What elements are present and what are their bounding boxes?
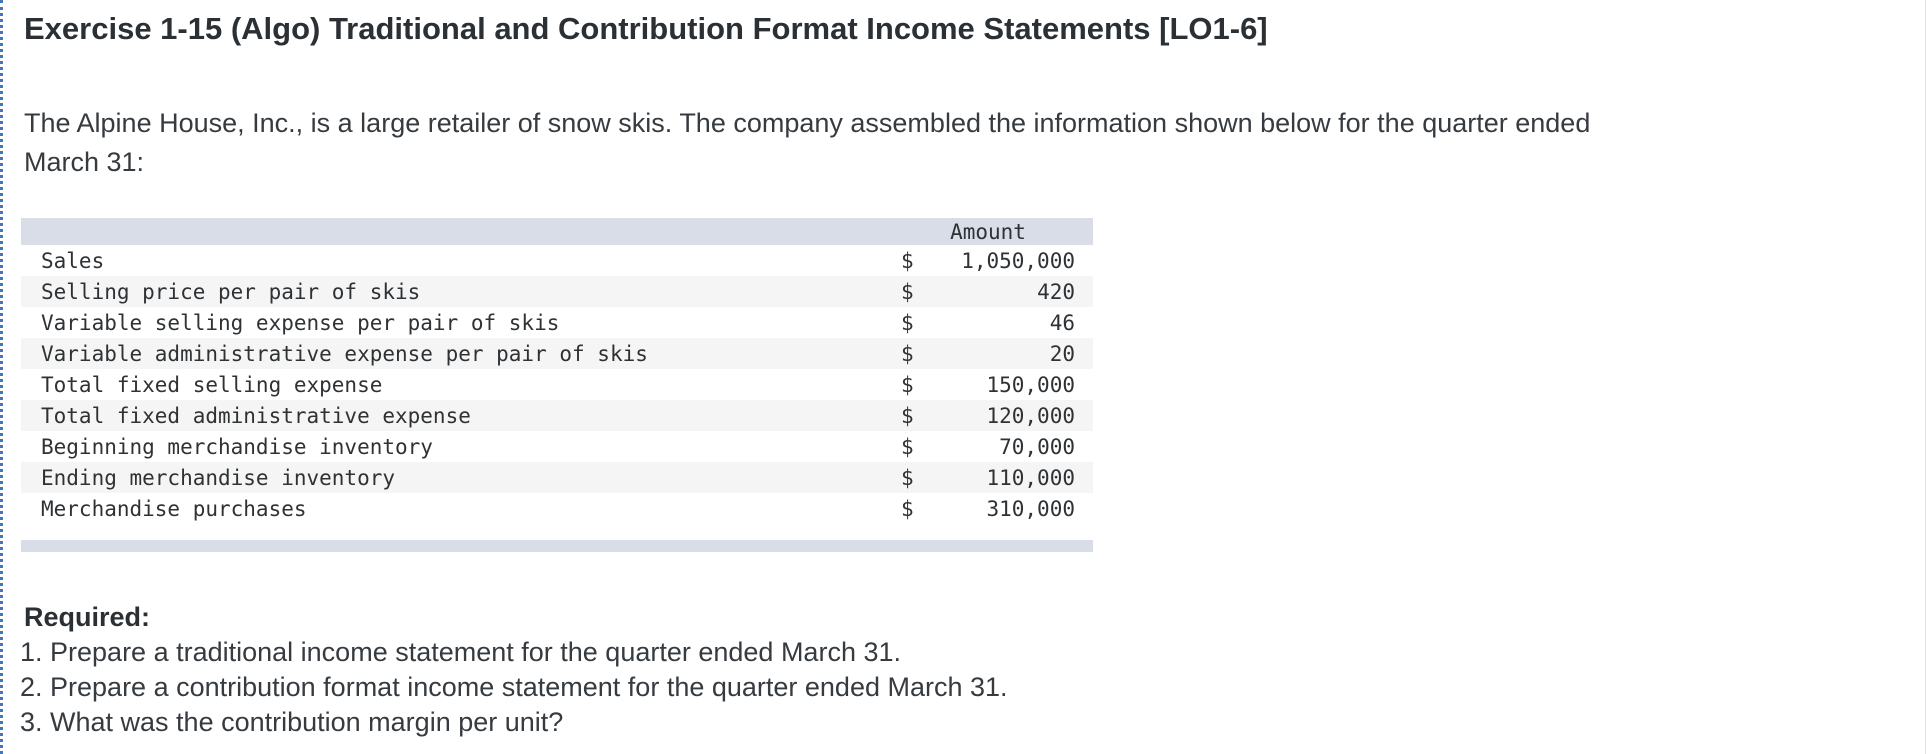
table-row: Beginning merchandise inventory $ 70,000 bbox=[21, 431, 1093, 462]
row-label: Total fixed selling expense bbox=[41, 372, 383, 397]
currency-symbol: $ bbox=[901, 496, 914, 521]
table-header-row: Amount bbox=[21, 218, 1093, 245]
table-row: Sales $ 1,050,000 bbox=[21, 245, 1093, 276]
row-amount: 1,050,000 bbox=[961, 248, 1075, 273]
required-item-2: 2. Prepare a contribution format income … bbox=[20, 672, 1008, 702]
row-label: Total fixed administrative expense bbox=[41, 403, 471, 428]
row-amount: 150,000 bbox=[986, 372, 1075, 397]
amounts-table: Amount Sales $ 1,050,000 Selling price p… bbox=[21, 218, 1093, 552]
currency-symbol: $ bbox=[901, 403, 914, 428]
row-amount-cell: $ 46 bbox=[883, 311, 1093, 335]
row-amount-cell: $ 1,050,000 bbox=[883, 249, 1093, 273]
currency-symbol: $ bbox=[901, 372, 914, 397]
row-amount: 46 bbox=[1049, 310, 1075, 335]
table-row: Total fixed administrative expense $ 120… bbox=[21, 400, 1093, 431]
table-row: Selling price per pair of skis $ 420 bbox=[21, 276, 1093, 307]
required-item-3: 3. What was the contribution margin per … bbox=[20, 707, 564, 737]
intro-line-1: The Alpine House, Inc., is a large retai… bbox=[24, 108, 1591, 138]
row-amount-cell: $ 120,000 bbox=[883, 404, 1093, 428]
currency-symbol: $ bbox=[901, 465, 914, 490]
table-row: Variable administrative expense per pair… bbox=[21, 338, 1093, 369]
required-list: 1. Prepare a traditional income statemen… bbox=[20, 635, 1925, 740]
row-label: Merchandise purchases bbox=[41, 496, 307, 521]
row-amount: 120,000 bbox=[986, 403, 1075, 428]
row-amount: 420 bbox=[1037, 279, 1075, 304]
row-label: Sales bbox=[41, 248, 105, 273]
exercise-intro: The Alpine House, Inc., is a large retai… bbox=[24, 104, 1925, 182]
row-amount-cell: $ 420 bbox=[883, 280, 1093, 304]
currency-symbol: $ bbox=[901, 341, 914, 366]
row-amount: 110,000 bbox=[986, 465, 1075, 490]
table-row: Merchandise purchases $ 310,000 bbox=[21, 493, 1093, 524]
row-amount-cell: $ 150,000 bbox=[883, 373, 1093, 397]
table-row: Total fixed selling expense $ 150,000 bbox=[21, 369, 1093, 400]
currency-symbol: $ bbox=[901, 248, 914, 273]
row-amount-cell: $ 310,000 bbox=[883, 497, 1093, 521]
row-label: Variable administrative expense per pair… bbox=[41, 341, 648, 366]
currency-symbol: $ bbox=[901, 279, 914, 304]
row-label: Variable selling expense per pair of ski… bbox=[41, 310, 560, 335]
intro-line-2: March 31: bbox=[24, 147, 145, 177]
row-amount-cell: $ 70,000 bbox=[883, 435, 1093, 459]
currency-symbol: $ bbox=[901, 310, 914, 335]
table-row: Ending merchandise inventory $ 110,000 bbox=[21, 462, 1093, 493]
row-label: Selling price per pair of skis bbox=[41, 279, 421, 304]
table-row: Variable selling expense per pair of ski… bbox=[21, 307, 1093, 338]
row-amount: 20 bbox=[1049, 341, 1075, 366]
row-amount: 310,000 bbox=[986, 496, 1075, 521]
table-empty-row bbox=[21, 524, 1093, 540]
row-amount: 70,000 bbox=[999, 434, 1075, 459]
row-amount-cell: $ 20 bbox=[883, 342, 1093, 366]
currency-symbol: $ bbox=[901, 434, 914, 459]
exercise-title: Exercise 1-15 (Algo) Traditional and Con… bbox=[24, 11, 1268, 46]
table-footer-band bbox=[21, 540, 1093, 552]
required-heading: Required: bbox=[24, 602, 151, 632]
row-label: Ending merchandise inventory bbox=[41, 465, 396, 490]
row-label: Beginning merchandise inventory bbox=[41, 434, 433, 459]
amount-column-header: Amount bbox=[950, 219, 1026, 244]
required-section: Required: 1. Prepare a traditional incom… bbox=[20, 599, 1925, 740]
required-item-1: 1. Prepare a traditional income statemen… bbox=[20, 637, 901, 667]
row-amount-cell: $ 110,000 bbox=[883, 466, 1093, 490]
